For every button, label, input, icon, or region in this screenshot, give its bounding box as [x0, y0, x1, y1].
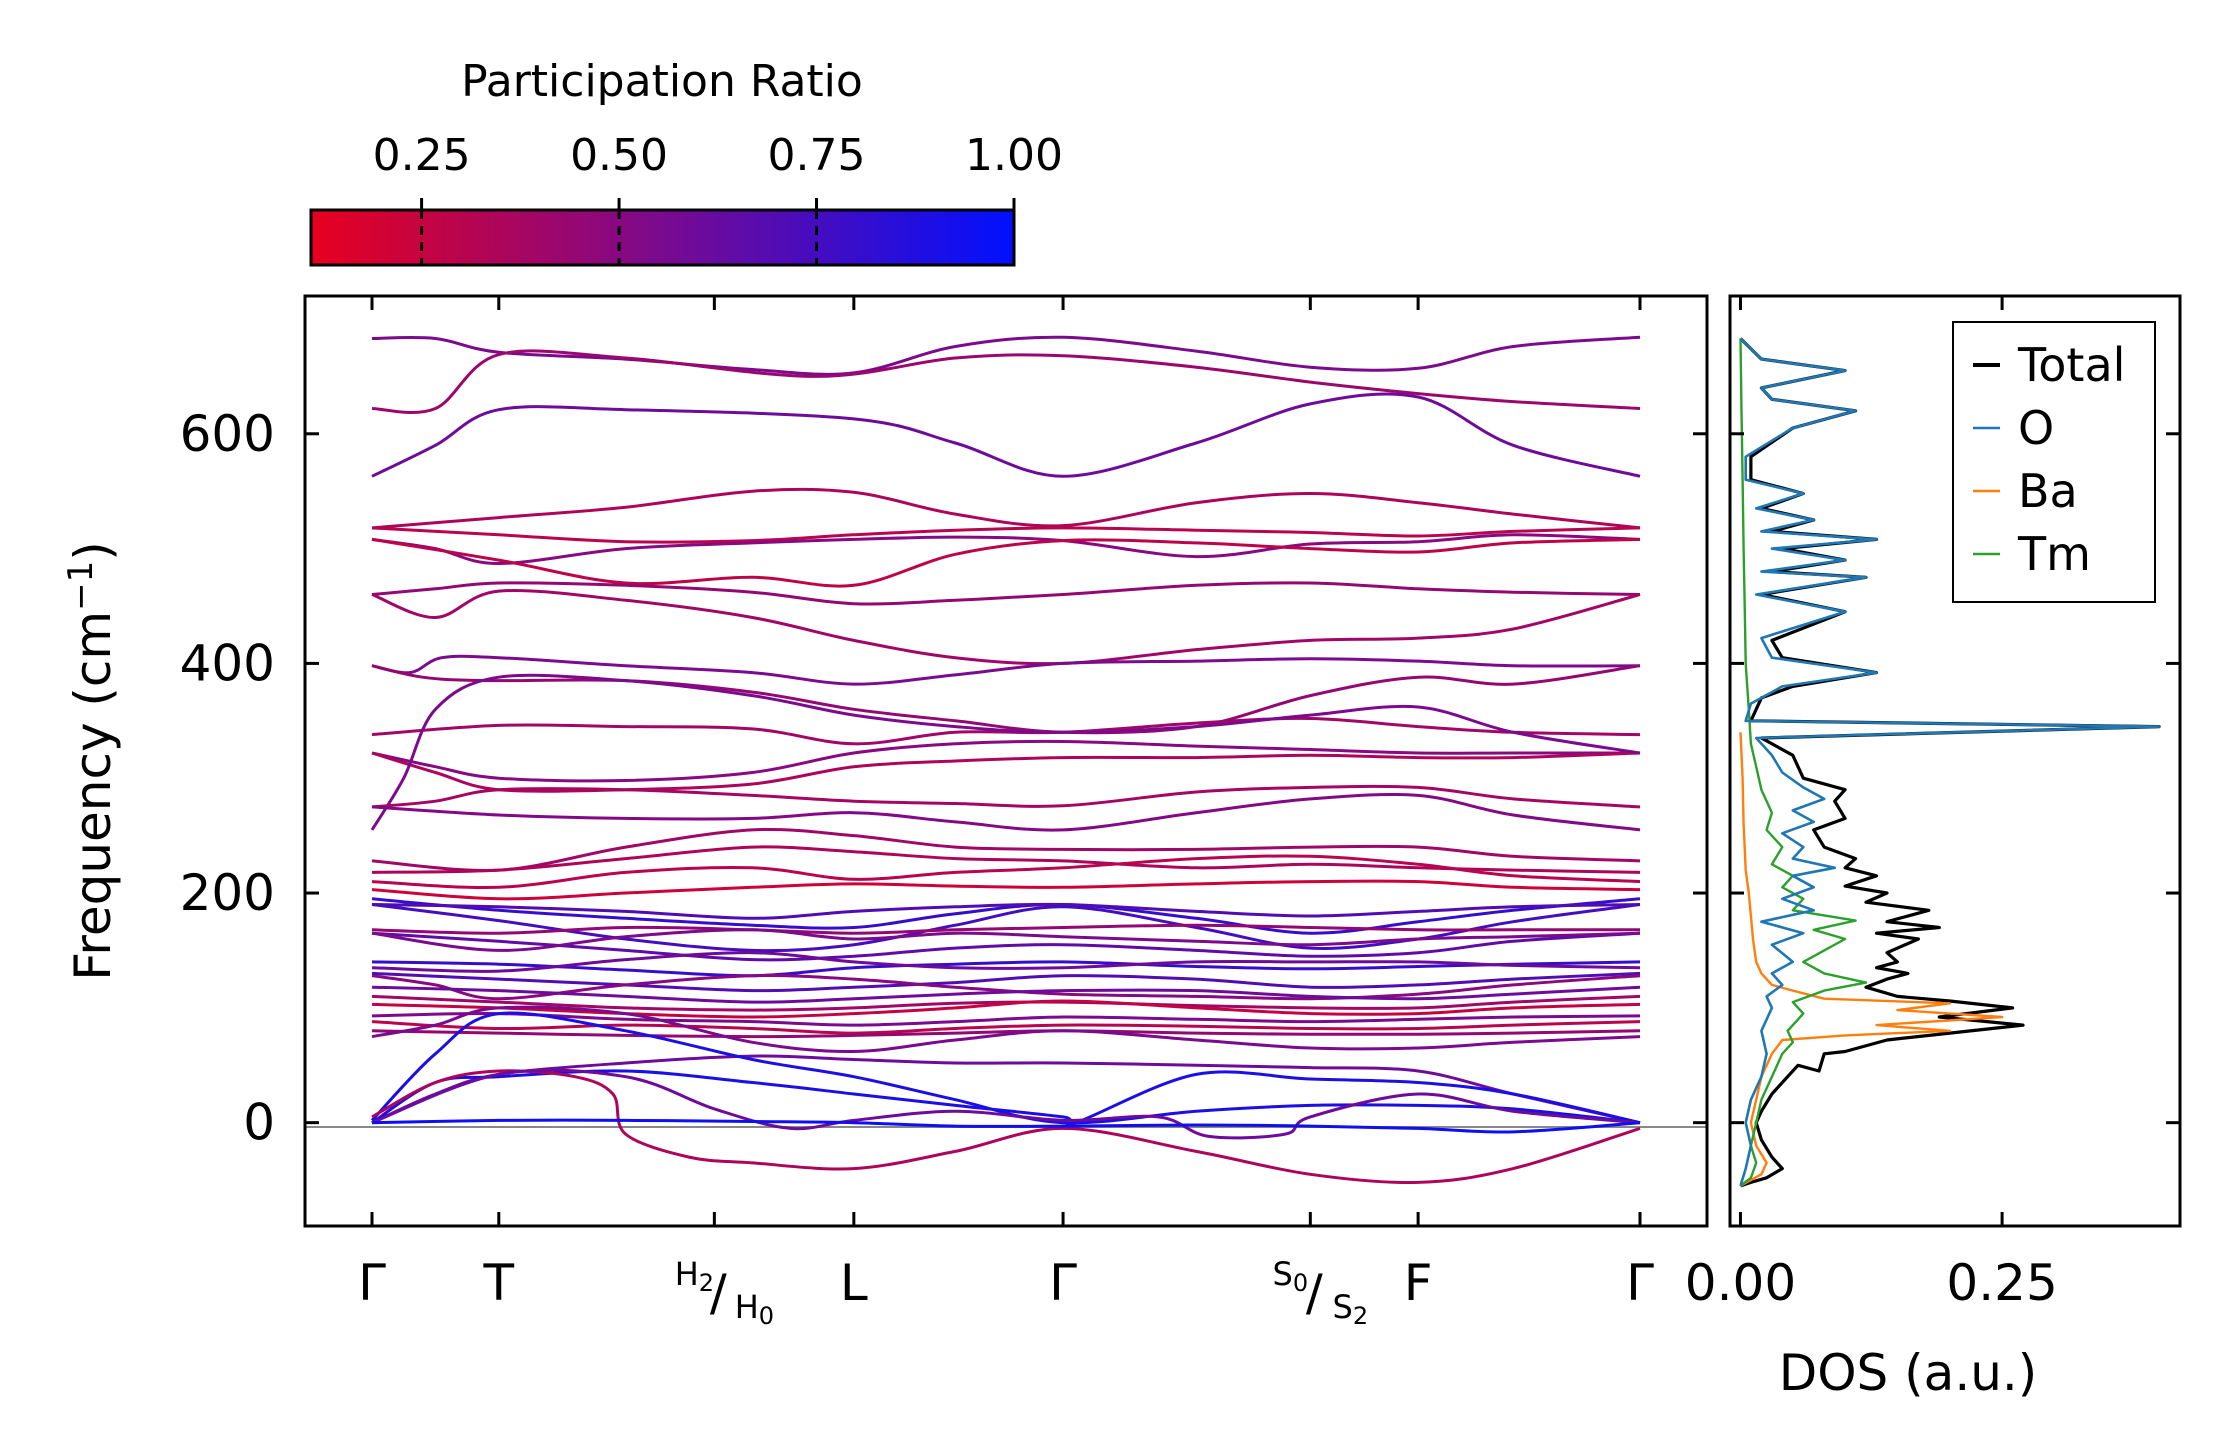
- phonon-band: [371, 999, 1641, 1019]
- phonon-band: [371, 1118, 1641, 1134]
- phonon-band: [371, 1012, 1641, 1027]
- legend-entry: Total: [2017, 338, 2125, 392]
- phonon-band: [371, 533, 1641, 566]
- phonon-band: [371, 739, 1640, 783]
- phonon-band: [371, 854, 1641, 890]
- dos-x-tick-label: 0.25: [1946, 1254, 2057, 1312]
- colorbar-tick-label: 0.75: [768, 130, 866, 181]
- colorbar-ticks: 0.25 0.50 0.75 1.00: [373, 130, 1063, 265]
- kpath-label: L: [840, 1254, 868, 1312]
- phonon-band: [371, 1029, 1641, 1039]
- dos-plot: 0.00 0.25 DOS (a.u.) Total O Ba Tm: [1685, 294, 2182, 1402]
- legend-entry: Ba: [2018, 464, 2078, 518]
- phonon-band: [371, 588, 1641, 666]
- phonon-band: [371, 335, 1641, 376]
- kpath-label-pair-second: H0: [735, 1288, 774, 1330]
- phonon-band: [371, 581, 1641, 606]
- dos-axis-label: DOS (a.u.): [1779, 1344, 2038, 1402]
- colorbar-tick-label: 0.25: [373, 130, 471, 181]
- y-tick-label: 0: [243, 1094, 275, 1152]
- colorbar-tick-label: 1.00: [965, 130, 1063, 181]
- phonon-band: [371, 664, 1641, 735]
- phonon-band: [371, 1068, 1641, 1140]
- dos-series-o: [1739, 337, 2161, 1187]
- frequency-label-main: Frequency (cm: [64, 611, 122, 981]
- colorbar: Participation Ratio 0.25 0.50 0.75 1.00: [309, 56, 1063, 267]
- kpath-label: Γ: [1626, 1254, 1654, 1312]
- kpath-label: Γ: [1049, 1254, 1077, 1312]
- phonon-band: [371, 654, 1641, 686]
- dos-curves: [1739, 337, 2161, 1188]
- phonon-band: [371, 487, 1641, 530]
- colorbar-gradient: [309, 208, 1016, 267]
- phonon-band: [370, 1011, 1641, 1125]
- colorbar-tick-label: 0.50: [570, 130, 668, 181]
- phonon-band: [371, 973, 1641, 1001]
- phonon-band: [371, 349, 1641, 414]
- phonon-band: [371, 928, 1641, 952]
- y-tick-label: 400: [180, 634, 275, 692]
- band-plot-frame: [303, 294, 1709, 1228]
- dos-series-ba: [1739, 732, 2004, 1187]
- dos-x-ticks: 0.00 0.25: [1685, 296, 2058, 1312]
- kpath-label-pair-second: S2: [1333, 1288, 1369, 1330]
- y-tick-label: 600: [180, 405, 275, 463]
- kpath-label-pair: S0: [1273, 1255, 1309, 1297]
- frequency-axis-ticks: 0 200 400 600: [180, 405, 1707, 1152]
- y-tick-label: 200: [180, 864, 275, 922]
- phonon-band: [371, 1005, 1641, 1054]
- phonon-band: [371, 716, 1641, 746]
- phonon-band: [371, 931, 1641, 962]
- kpath-label: F: [1404, 1254, 1433, 1312]
- phonon-band: [370, 673, 1641, 831]
- colorbar-title: Participation Ratio: [461, 56, 863, 107]
- kpath-axis-ticks: Γ T H2/H0L Γ S0/S2F Γ: [358, 296, 1654, 1330]
- phonon-band: [371, 784, 1641, 809]
- kpath-label-slash: /: [1306, 1264, 1323, 1322]
- phonon-band: [371, 960, 1641, 978]
- kpath-label: T: [483, 1254, 515, 1312]
- dos-legend: Total O Ba Tm: [1952, 321, 2156, 603]
- phonon-band: [371, 897, 1641, 935]
- phonon-bands: [370, 335, 1641, 1185]
- phonon-band: [371, 1069, 1641, 1185]
- legend-entry: O: [2018, 401, 2054, 455]
- frequency-axis-label: Frequency (cm−1): [61, 541, 122, 981]
- dos-plot-frame: [1728, 294, 2182, 1228]
- phonon-band: [371, 951, 1641, 973]
- phonon-band: [371, 902, 1641, 920]
- dos-y-ticks: [1730, 432, 2180, 1125]
- frequency-label-exponent: −1: [61, 561, 101, 611]
- phonon-band: [371, 537, 1641, 588]
- kpath-label: Γ: [358, 1254, 386, 1312]
- phonon-band: [371, 526, 1641, 544]
- phonon-band: [371, 923, 1640, 935]
- phonon-band: [371, 994, 1641, 1012]
- kpath-label-slash: /: [710, 1264, 727, 1322]
- dos-x-tick-label: 0.00: [1685, 1254, 1796, 1312]
- legend-entry: Tm: [2017, 527, 2091, 581]
- phonon-band: [371, 845, 1641, 874]
- phonon-band: [371, 985, 1641, 1004]
- dos-series-tm: [1739, 338, 1868, 1187]
- frequency-label-end: ): [64, 541, 122, 561]
- phonon-band: [371, 971, 1641, 993]
- phonon-band: [371, 827, 1641, 872]
- phonon-band: [371, 392, 1641, 478]
- phonon-band: [371, 792, 1641, 832]
- kpath-label-pair: H2: [675, 1255, 714, 1297]
- legend-box: [1952, 321, 2156, 603]
- phonon-band: [371, 879, 1641, 901]
- phonon-band: [371, 751, 1641, 793]
